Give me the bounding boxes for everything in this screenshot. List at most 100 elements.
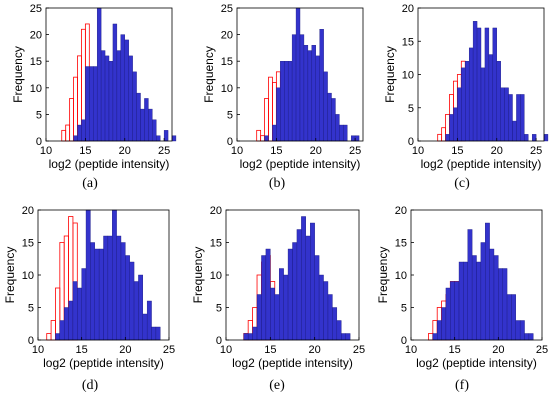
y-tick-label: 5	[216, 303, 222, 315]
y-tick-label: 15	[210, 238, 222, 250]
y-tick-label: 0	[401, 335, 407, 347]
x-tick-label: 20	[491, 145, 503, 157]
histogram-bar	[476, 27, 482, 142]
histogram-bar	[343, 124, 348, 142]
histogram-bar	[432, 333, 438, 341]
histogram-bar	[441, 307, 447, 341]
x-tick-label: 20	[119, 145, 131, 157]
histogram-bar	[492, 27, 497, 142]
x-tick-label: 20	[492, 344, 504, 356]
histogram-bar	[484, 27, 490, 142]
histogram-bar	[287, 248, 293, 341]
histogram-bar	[116, 235, 122, 341]
y-tick-label: 20	[395, 205, 407, 217]
x-tick-label: 25	[353, 344, 365, 356]
histogram-bar	[148, 108, 153, 142]
histogram-bar	[498, 268, 503, 341]
histogram-bar	[81, 268, 87, 341]
histogram-bar	[146, 300, 152, 341]
x-tick-label: 20	[310, 145, 322, 157]
histogram-bar	[496, 61, 501, 142]
histogram-bar	[488, 54, 494, 142]
x-tick-label: 10	[40, 145, 52, 157]
x-tick-label: 25	[158, 145, 170, 157]
histogram-bar	[256, 294, 262, 341]
x-axis-title: log2 (peptide intensity)	[421, 157, 542, 171]
axes-frame	[236, 7, 364, 142]
histogram-bar	[63, 307, 69, 341]
histogram-bar	[468, 47, 474, 142]
x-tick-label: 15	[76, 344, 88, 356]
histogram-bar	[59, 320, 65, 341]
x-axis-title: log2 (peptide intensity)	[240, 157, 361, 171]
histogram-bar	[276, 87, 281, 142]
y-tick-label: 10	[210, 270, 222, 282]
histogram-bar	[125, 255, 130, 341]
y-tick-label: 5	[401, 303, 407, 315]
histogram-bar	[506, 294, 512, 341]
histogram-bar	[124, 39, 129, 142]
histogram-bar	[272, 124, 277, 142]
panel-label: (d)	[82, 378, 99, 393]
histogram-bar	[449, 114, 454, 142]
y-tick-label: 15	[402, 36, 414, 48]
y-tick-label: 0	[408, 136, 414, 148]
histogram-bar	[480, 242, 486, 341]
histogram-bar	[314, 255, 320, 341]
histogram-bar	[270, 287, 275, 341]
x-tick-label: 15	[451, 145, 463, 157]
panel-label: (a)	[82, 176, 98, 191]
histogram-bar	[296, 229, 302, 341]
y-tick-label: 5	[408, 103, 414, 115]
histogram-bar	[100, 50, 106, 142]
histogram-bar	[471, 255, 477, 341]
histogram-bar	[508, 94, 513, 142]
y-tick-label: 20	[30, 30, 42, 42]
histogram-bar	[107, 235, 113, 341]
histogram-bar	[284, 61, 289, 142]
x-tick-label: 15	[270, 145, 282, 157]
histogram-bar	[291, 34, 297, 142]
histogram-bar	[112, 23, 118, 142]
histogram-bar	[264, 135, 269, 142]
histogram-bar	[155, 326, 161, 341]
histogram-bar	[301, 216, 307, 341]
histogram-bar	[512, 120, 517, 142]
x-tick-label: 10	[32, 344, 44, 356]
histogram-bar	[520, 94, 525, 142]
histogram-bar	[138, 274, 144, 341]
histogram-bar	[120, 242, 126, 341]
histogram-bar	[96, 7, 102, 142]
histogram-bar	[327, 92, 332, 142]
histogram-bar	[94, 248, 100, 341]
y-axis-title: Frequency	[383, 46, 397, 103]
histogram-bar	[331, 98, 336, 142]
histogram-bar	[295, 7, 301, 142]
y-tick-label: 15	[30, 56, 42, 68]
histogram-bar	[120, 34, 125, 142]
histogram-bar	[299, 34, 305, 142]
histogram-bar	[265, 248, 271, 341]
histogram-bar	[311, 45, 316, 142]
histogram-bar	[445, 287, 451, 341]
panel-label: (b)	[269, 176, 286, 191]
histogram-bar	[458, 261, 464, 341]
y-tick-label: 10	[221, 83, 233, 95]
histogram-bar	[531, 134, 537, 142]
histogram-bar	[350, 135, 356, 142]
y-tick-label: 0	[28, 335, 34, 347]
histogram-bar	[504, 87, 509, 142]
y-tick-label: 5	[28, 303, 34, 315]
histogram-bar	[103, 235, 109, 341]
histogram-bar	[77, 287, 82, 341]
histogram-bar	[140, 108, 145, 142]
histogram-bar	[72, 281, 78, 341]
y-axis-title: Frequency	[376, 247, 390, 304]
x-tick-label: 15	[79, 145, 91, 157]
histogram-bar	[247, 333, 253, 341]
histogram-bar	[323, 281, 329, 341]
